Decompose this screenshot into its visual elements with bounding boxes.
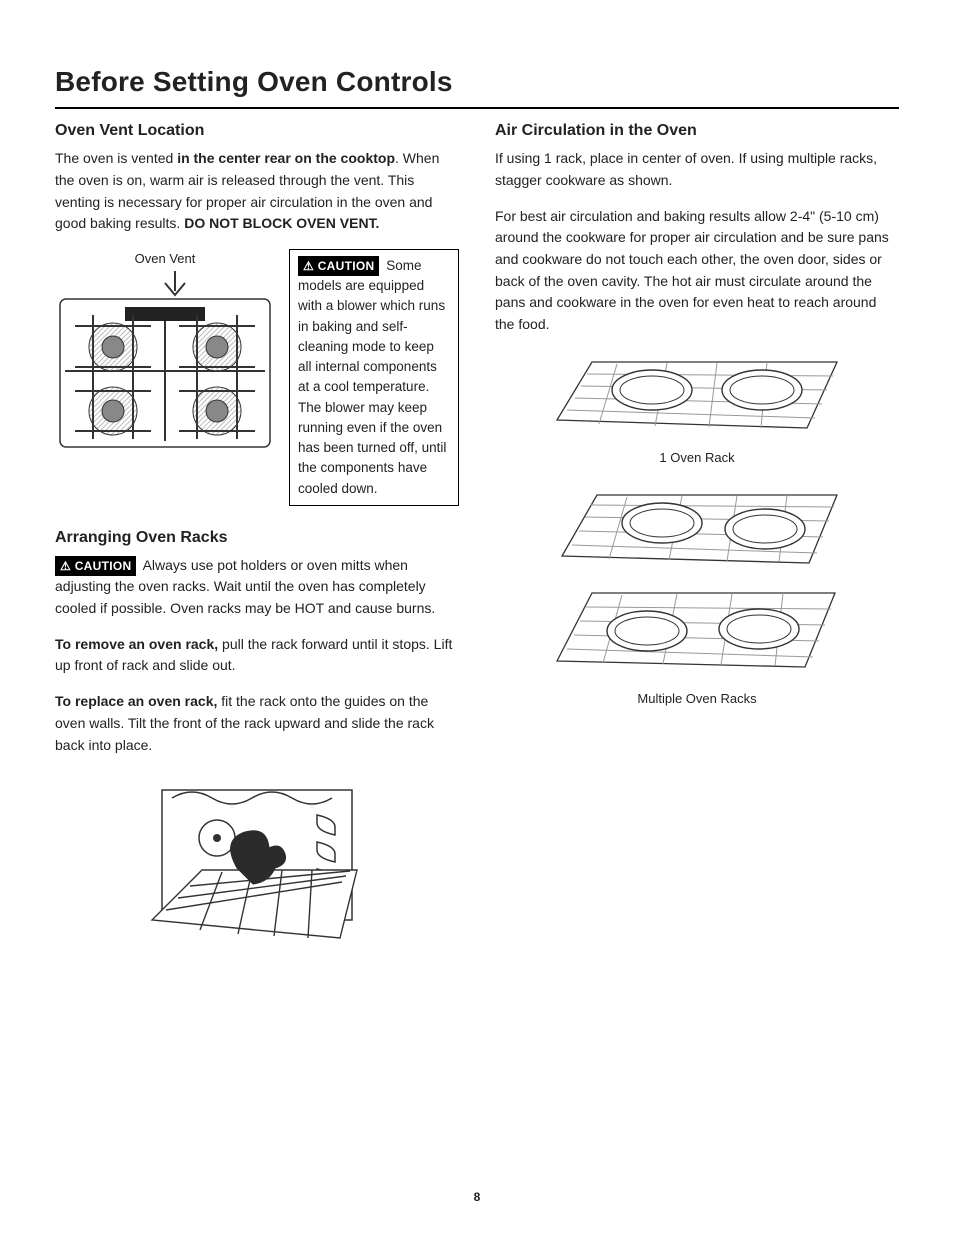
text-bold: in the center rear on the cooktop [177, 150, 395, 166]
page-title: Before Setting Oven Controls [55, 60, 899, 109]
arranging-racks-heading: Arranging Oven Racks [55, 526, 459, 551]
oven-vent-heading: Oven Vent Location [55, 119, 459, 144]
text-bold: DO NOT BLOCK OVEN VENT. [184, 215, 379, 231]
cooktop-vent-label: Oven Vent [55, 249, 275, 269]
text-bold: To remove an oven rack, [55, 636, 218, 652]
remove-rack-paragraph: To remove an oven rack, pull the rack fo… [55, 634, 459, 677]
right-column: Air Circulation in the Oven If using 1 r… [495, 119, 899, 967]
multiple-racks-figure [495, 481, 899, 688]
air-paragraph-2: For best air circulation and baking resu… [495, 206, 899, 336]
cooktop-figure-row: Oven Vent [55, 249, 459, 506]
cooktop-diagram-icon [55, 271, 275, 451]
oven-vent-paragraph: The oven is vented in the center rear on… [55, 148, 459, 235]
multiple-racks-icon [547, 481, 847, 681]
text-bold: To replace an oven rack, [55, 693, 217, 709]
caution-badge-icon: CAUTION [55, 556, 136, 577]
one-rack-figure [495, 350, 899, 447]
replace-rack-paragraph: To replace an oven rack, fit the rack on… [55, 691, 459, 756]
multiple-racks-caption: Multiple Oven Racks [495, 689, 899, 709]
left-column: Oven Vent Location The oven is vented in… [55, 119, 459, 967]
oven-interior-icon [142, 770, 372, 960]
two-column-layout: Oven Vent Location The oven is vented in… [55, 119, 899, 967]
air-paragraph-1: If using 1 rack, place in center of oven… [495, 148, 899, 191]
one-rack-icon [547, 350, 847, 440]
cooktop-figure: Oven Vent [55, 249, 275, 458]
oven-interior-figure [55, 770, 459, 967]
one-rack-caption: 1 Oven Rack [495, 448, 899, 468]
blower-caution-box: CAUTION Some models are equipped with a … [289, 249, 459, 506]
caution-text: Some models are equipped with a blower w… [298, 258, 446, 496]
air-circulation-heading: Air Circulation in the Oven [495, 119, 899, 144]
text: The oven is vented [55, 150, 177, 166]
racks-caution-paragraph: CAUTION Always use pot holders or oven m… [55, 555, 459, 620]
page-number: 8 [0, 1188, 954, 1207]
caution-badge-icon: CAUTION [298, 256, 379, 276]
